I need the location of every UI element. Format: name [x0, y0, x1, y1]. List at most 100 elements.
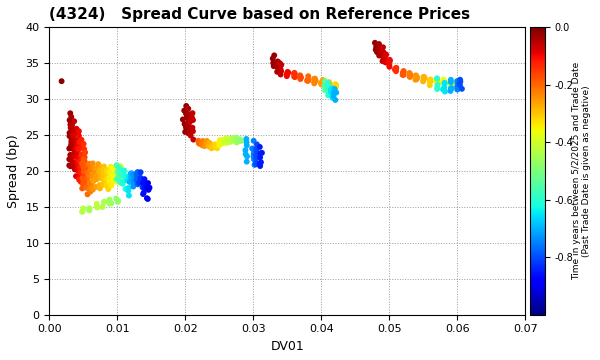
Point [382, 58, 391, 63]
Point [438, 86, 448, 92]
Point [457, 86, 467, 92]
Point [220, 139, 229, 144]
Point [76, 170, 85, 175]
Point [77, 209, 87, 215]
Point [304, 78, 313, 84]
Point [311, 78, 320, 84]
Point [188, 110, 197, 116]
Point [378, 44, 388, 50]
Point [103, 167, 112, 173]
Point [231, 136, 241, 142]
Point [419, 74, 429, 80]
Point [303, 78, 313, 84]
Point [184, 111, 193, 117]
Point [65, 133, 74, 139]
Point [391, 68, 401, 74]
Point [446, 79, 456, 85]
Point [65, 117, 74, 123]
Point [68, 135, 78, 141]
Point [276, 68, 286, 74]
Point [455, 77, 465, 82]
Point [118, 179, 128, 185]
Point [116, 171, 125, 177]
Point [83, 184, 92, 189]
Point [447, 85, 457, 91]
Point [184, 106, 193, 112]
Point [453, 79, 463, 85]
Point [92, 165, 102, 171]
Point [115, 180, 125, 185]
Point [180, 121, 190, 127]
Point [73, 168, 83, 174]
Point [218, 140, 227, 145]
Point [121, 186, 130, 192]
Point [224, 138, 233, 143]
Point [235, 138, 245, 144]
Point [185, 119, 195, 125]
Point [241, 151, 250, 157]
Point [200, 143, 209, 149]
Point [85, 186, 94, 192]
Point [127, 170, 136, 176]
Point [404, 70, 414, 76]
Point [431, 78, 440, 84]
Point [69, 147, 79, 152]
Point [135, 179, 145, 185]
Point [70, 154, 79, 159]
Point [452, 78, 462, 84]
Point [446, 77, 455, 83]
Point [276, 72, 286, 77]
Point [251, 161, 261, 167]
Point [418, 78, 428, 84]
Point [119, 168, 129, 174]
Point [371, 47, 380, 53]
Point [242, 139, 251, 145]
Point [426, 77, 436, 83]
Point [86, 189, 95, 194]
Point [202, 138, 212, 144]
Point [433, 79, 443, 85]
Point [102, 181, 112, 187]
Point [311, 77, 320, 83]
Point [112, 195, 121, 201]
Point [290, 71, 300, 77]
Point [76, 170, 85, 176]
Point [331, 84, 340, 89]
Point [99, 163, 109, 169]
Point [64, 156, 74, 162]
Point [83, 173, 93, 179]
Point [66, 125, 76, 131]
Point [206, 145, 216, 151]
Point [208, 144, 217, 149]
Point [251, 146, 261, 152]
Point [310, 76, 320, 81]
Point [218, 137, 227, 143]
Point [211, 142, 221, 148]
Point [405, 74, 415, 80]
Point [128, 172, 138, 177]
Point [128, 172, 137, 178]
Point [126, 175, 136, 180]
Point [120, 173, 130, 179]
Point [69, 160, 79, 166]
Point [80, 158, 89, 164]
Point [74, 133, 83, 139]
Point [96, 175, 106, 181]
Point [211, 141, 221, 147]
Point [102, 183, 112, 189]
Point [109, 166, 118, 172]
Point [399, 68, 409, 74]
Point [255, 144, 265, 150]
Point [96, 175, 106, 180]
Point [102, 176, 112, 181]
Point [74, 177, 84, 183]
Point [439, 80, 448, 86]
Point [136, 169, 145, 175]
Point [381, 51, 391, 57]
Point [112, 175, 122, 181]
Point [81, 169, 91, 175]
Point [390, 67, 400, 72]
Point [109, 175, 119, 181]
Point [85, 207, 94, 213]
Point [446, 88, 455, 94]
